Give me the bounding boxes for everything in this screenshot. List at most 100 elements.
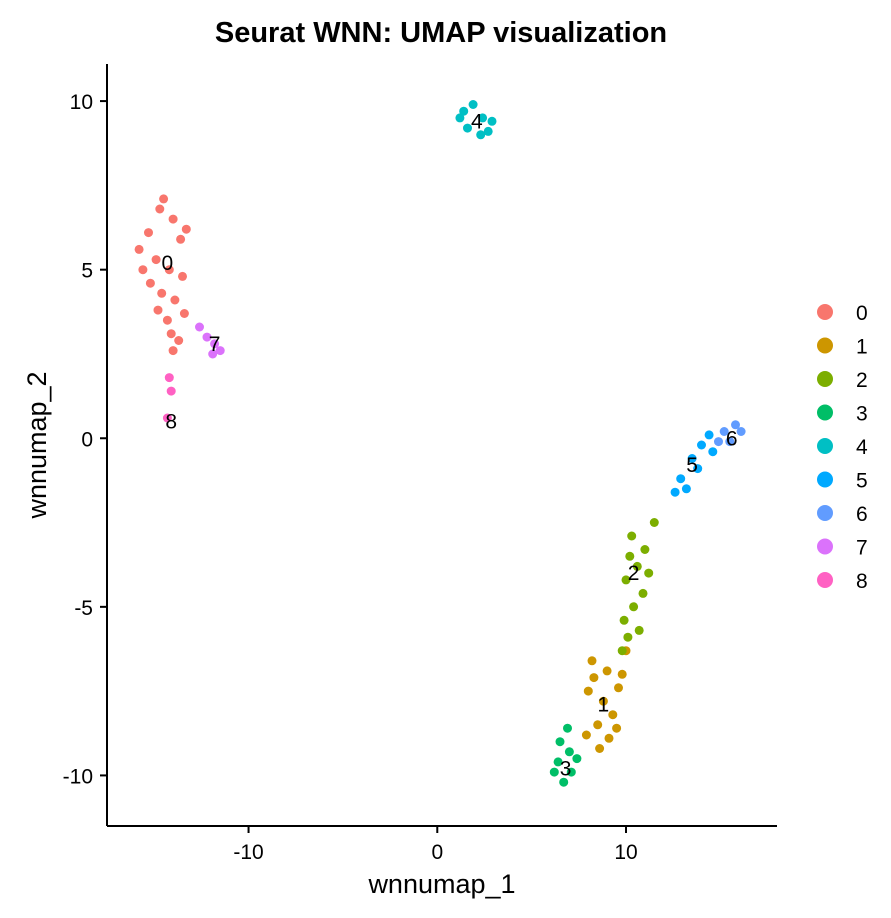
cluster-4-point — [483, 126, 493, 136]
axes — [106, 64, 777, 827]
cluster-1-point — [583, 686, 593, 696]
cluster-7-point — [195, 322, 204, 332]
cluster-8-point — [162, 413, 172, 423]
x-tick-label: 0 — [431, 841, 443, 864]
legend-key-4 — [817, 438, 833, 454]
x-tick-label: -10 — [233, 841, 263, 864]
cluster-0-point — [181, 224, 191, 234]
cluster-labels-layer: 0 1 2 3 4 5 6 7 8 — [162, 110, 738, 780]
cluster-2-point — [621, 575, 631, 585]
cluster-0-point — [151, 255, 161, 265]
cluster-5-point — [708, 447, 718, 457]
cluster-0-label: 0 — [162, 252, 174, 275]
cluster-0-point — [179, 309, 189, 318]
legend-key-5 — [817, 471, 833, 488]
cluster-4-point — [476, 130, 486, 140]
cluster-0-point — [168, 346, 178, 356]
chart-title: Seurat WNN: UMAP visualization — [215, 17, 667, 49]
cluster-4-point — [478, 113, 488, 123]
x-ticks: -10 0 10 — [233, 826, 638, 864]
cluster-0-point — [174, 336, 184, 345]
y-axis-title: wnnumap_2 — [22, 371, 52, 519]
cluster-2-point — [640, 545, 650, 554]
cluster-5-point — [697, 440, 706, 450]
cluster-2-point — [649, 518, 659, 527]
cluster-1-point — [581, 730, 591, 740]
legend-key-0 — [817, 304, 833, 320]
points-layer — [134, 100, 746, 787]
cluster-0-point — [134, 244, 144, 254]
legend-label-8: 8 — [856, 570, 868, 593]
cluster-3-point — [555, 737, 565, 747]
cluster-1-point — [608, 710, 618, 720]
y-ticks: 10 5 0 -5 -10 — [63, 91, 107, 788]
x-tick-label: 10 — [614, 841, 637, 864]
cluster-1-point — [595, 744, 605, 753]
cluster-1-point — [589, 673, 599, 683]
cluster-6-point — [736, 427, 746, 436]
cluster-6-point — [714, 437, 723, 447]
cluster-0-point — [168, 214, 178, 224]
cluster-1-point — [587, 656, 597, 666]
cluster-0-point — [166, 329, 176, 339]
cluster-5-point — [693, 464, 703, 474]
legend-key-6 — [817, 505, 833, 521]
cluster-1-point — [612, 723, 622, 733]
cluster-2-label: 2 — [628, 562, 640, 585]
cluster-2-point — [629, 602, 639, 612]
cluster-0-point — [144, 228, 153, 238]
legend-key-1 — [817, 337, 833, 354]
cluster-0-point — [178, 271, 187, 281]
cluster-7-label: 7 — [209, 333, 221, 356]
legend-label-7: 7 — [856, 537, 868, 560]
legend-key-2 — [817, 371, 833, 387]
cluster-8-label: 8 — [165, 410, 177, 433]
legend-label-2: 2 — [856, 369, 868, 392]
cluster-0-point — [164, 265, 174, 275]
cluster-4-point — [455, 113, 465, 123]
cluster-4-label: 4 — [471, 110, 483, 133]
cluster-4-point — [463, 123, 472, 133]
y-tick-label: 5 — [81, 260, 93, 283]
cluster-0-point — [159, 194, 169, 204]
cluster-8-point — [166, 386, 176, 396]
cluster-2-point — [634, 625, 644, 635]
x-axis-title: wnnumap_1 — [367, 869, 515, 899]
cluster-2-point — [638, 588, 648, 598]
cluster-8-point — [164, 373, 174, 383]
cluster-7-point — [215, 346, 225, 356]
legend-label-5: 5 — [856, 470, 868, 493]
legend-key-3 — [817, 404, 833, 421]
cluster-3-point — [563, 723, 572, 733]
cluster-5-point — [687, 454, 697, 463]
y-tick-label: 0 — [81, 428, 93, 451]
cluster-0-point — [176, 234, 186, 244]
cluster-5-point — [676, 474, 686, 484]
legend: 0 1 2 3 4 5 6 7 8 — [817, 302, 868, 593]
cluster-1-point — [614, 683, 623, 693]
cluster-0-point — [145, 278, 155, 288]
cluster-6-point — [719, 427, 729, 436]
cluster-0-point — [157, 288, 167, 298]
cluster-5-point — [681, 484, 691, 494]
cluster-0-point — [153, 305, 163, 315]
legend-key-7 — [817, 538, 833, 555]
cluster-2-point — [623, 632, 633, 642]
cluster-2-point — [617, 646, 627, 656]
cluster-5-label: 5 — [686, 454, 698, 477]
cluster-4-point — [468, 100, 478, 109]
cluster-1-point — [604, 733, 614, 743]
cluster-6-point — [731, 420, 740, 430]
cluster-7-point — [202, 332, 212, 342]
cluster-2-point — [632, 561, 642, 571]
cluster-7-point — [208, 349, 218, 359]
legend-key-8 — [817, 572, 833, 588]
legend-label-6: 6 — [856, 503, 868, 526]
legend-label-1: 1 — [856, 336, 868, 359]
cluster-3-point — [564, 747, 574, 757]
cluster-3-point — [549, 767, 559, 777]
cluster-2-point — [627, 531, 637, 541]
cluster-0-point — [162, 315, 172, 325]
cluster-7-point — [210, 339, 220, 349]
